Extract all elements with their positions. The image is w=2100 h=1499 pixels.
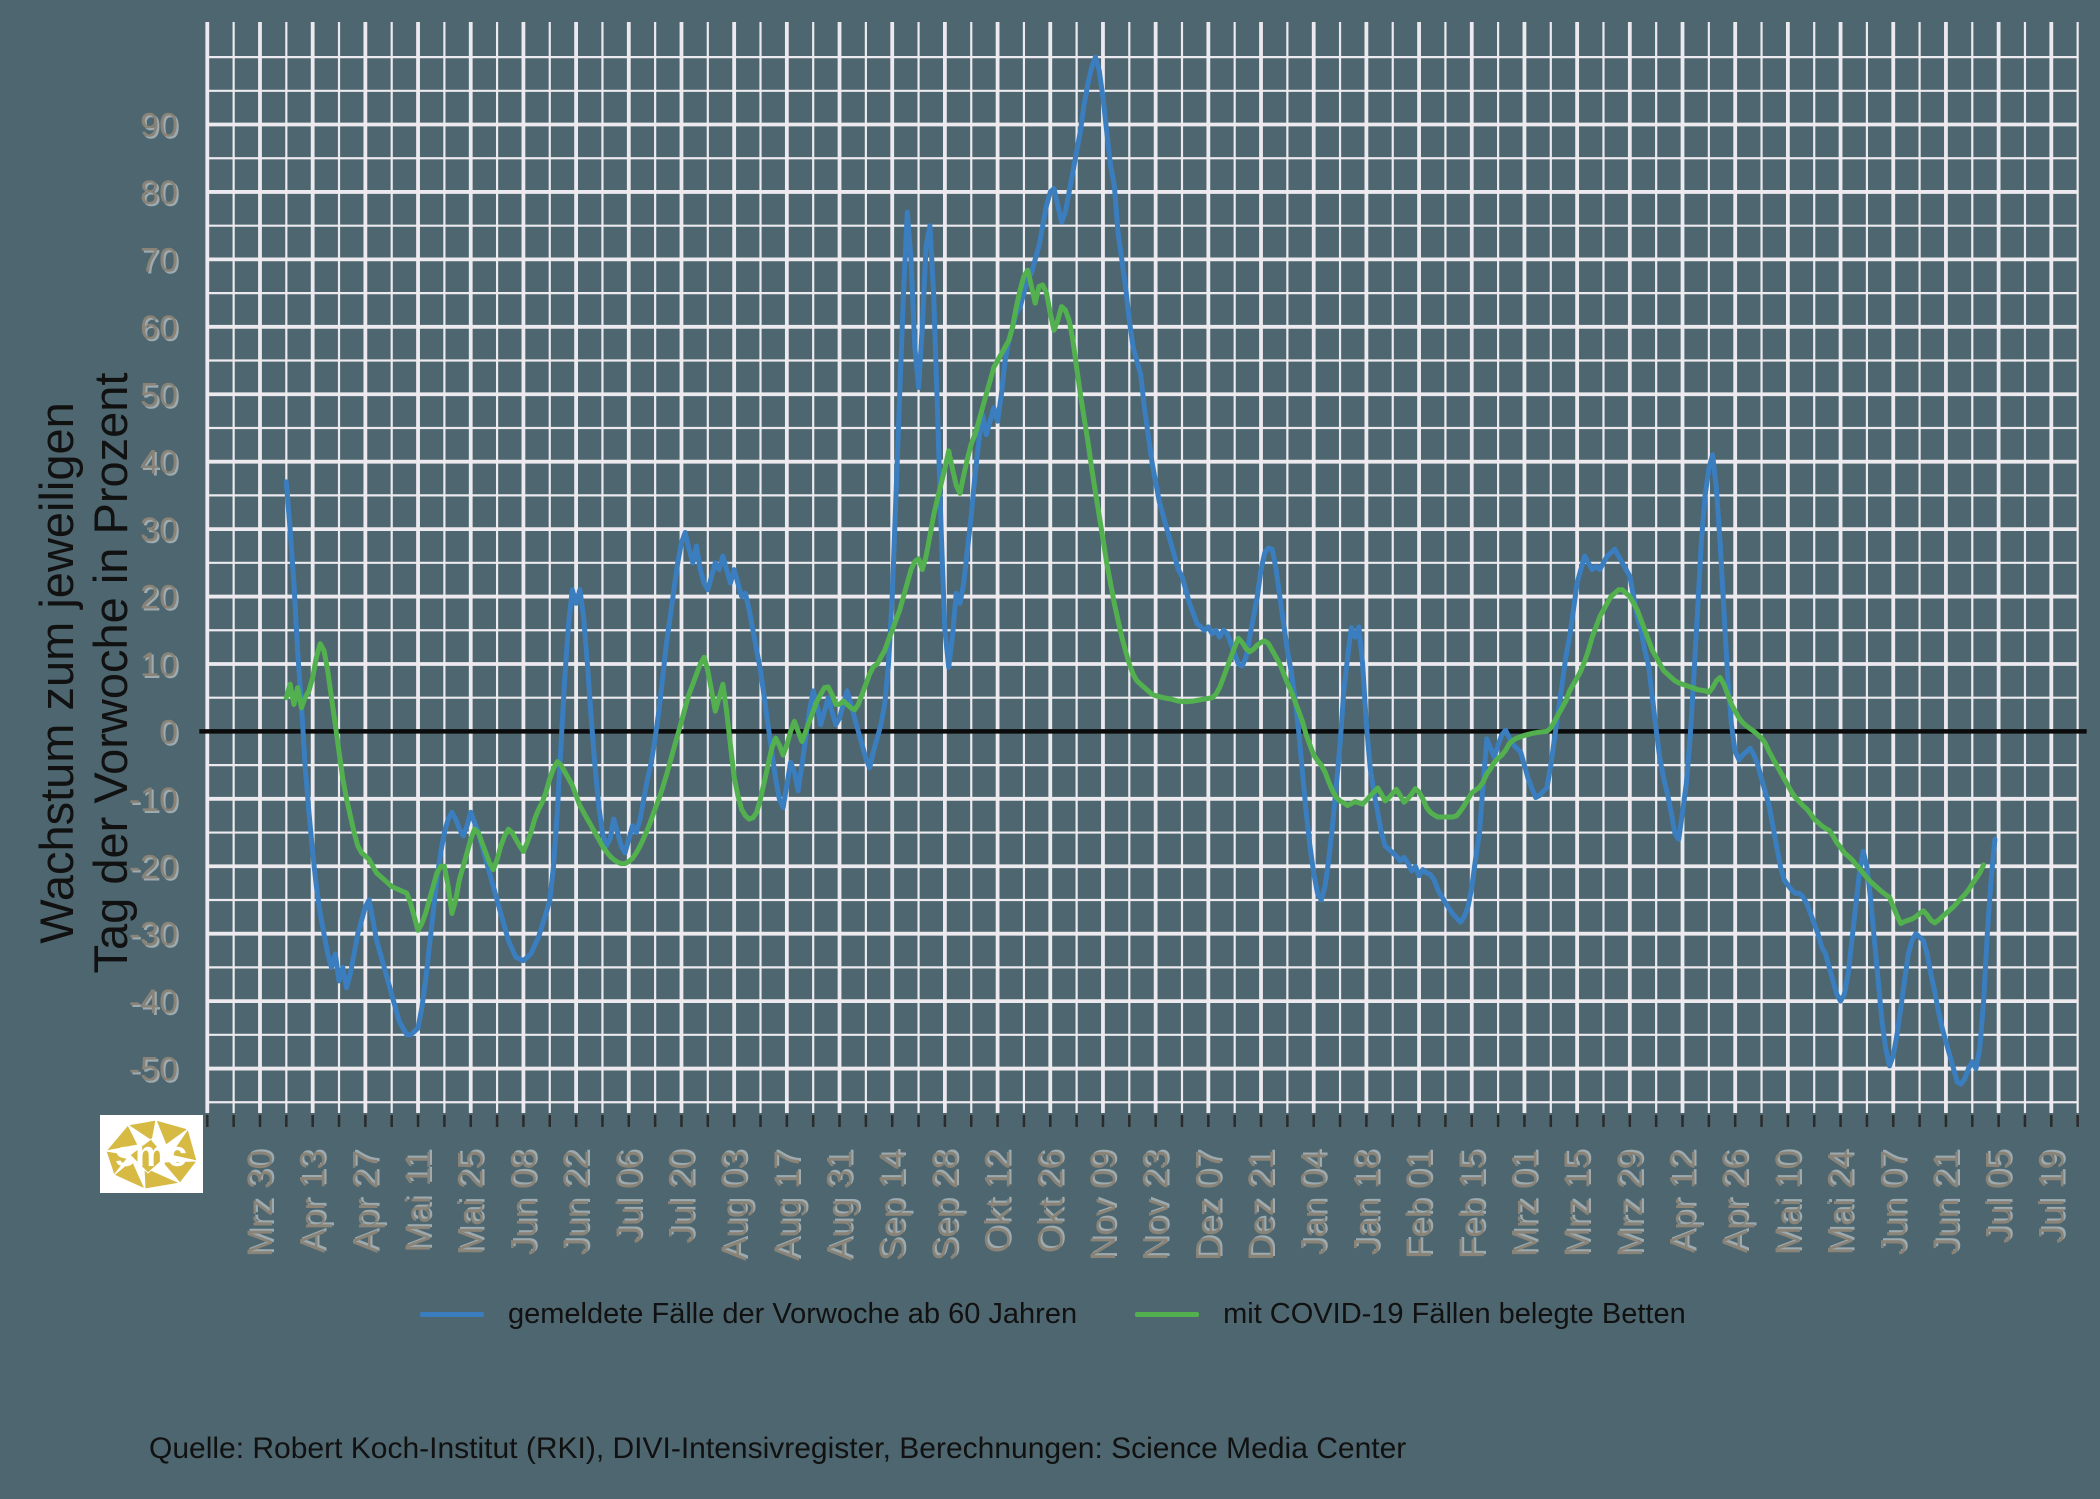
legend-item-blue: gemeldete Fälle der Vorwoche ab 60 Jahre… xyxy=(420,1298,1077,1331)
y-tick-label: 70 xyxy=(140,241,178,279)
y-tick-label: -50 xyxy=(129,1051,178,1089)
x-tick-label: Jun 07 xyxy=(1874,1150,1913,1255)
x-tick-label: Jan 18 xyxy=(1347,1150,1386,1255)
x-tick-label: Nov 23 xyxy=(1137,1150,1176,1261)
legend-line-blue-icon xyxy=(420,1312,484,1317)
x-tick-label: Mrz 29 xyxy=(1611,1150,1650,1257)
smc-logo-facet xyxy=(113,1159,146,1190)
y-tick-label: -20 xyxy=(129,848,178,886)
y-tick-label: 20 xyxy=(140,579,178,617)
y-tick-label: -40 xyxy=(129,983,178,1021)
y-tick-label: 90 xyxy=(140,107,178,145)
x-tick-label: Mrz 15 xyxy=(1558,1150,1597,1257)
smc-logo: smc xyxy=(100,1115,203,1193)
x-tick-label: Apr 13 xyxy=(294,1150,333,1253)
series-line-blue-cases xyxy=(283,54,1998,1087)
x-tick-label: Aug 31 xyxy=(821,1150,860,1261)
x-tick-label: Jan 04 xyxy=(1295,1150,1334,1255)
smc-logo-facet xyxy=(155,1119,190,1146)
x-tick-label: Apr 12 xyxy=(1664,1150,1703,1253)
smc-logo-facet xyxy=(126,1119,157,1142)
y-axis-title-line2: Tag der Vorwoche in Prozent xyxy=(84,372,137,974)
x-tick-label: Mrz 30 xyxy=(241,1150,280,1257)
x-tick-label: Apr 26 xyxy=(1716,1150,1755,1253)
y-tick-label: 10 xyxy=(140,646,178,684)
x-tick-label: Sep 28 xyxy=(926,1150,965,1261)
smc-logo-facet xyxy=(169,1127,198,1162)
x-tick-label: Dez 21 xyxy=(1242,1150,1281,1261)
x-tick-label: Jun 22 xyxy=(557,1150,596,1255)
legend-label-blue: gemeldete Fälle der Vorwoche ab 60 Jahre… xyxy=(508,1298,1078,1330)
series-line-green-beds xyxy=(283,267,1987,933)
x-tick-label: Jun 08 xyxy=(504,1150,543,1255)
smc-logo-facet xyxy=(104,1124,139,1152)
y-tick-label: 50 xyxy=(140,376,178,414)
x-tick-label: Aug 03 xyxy=(715,1150,754,1261)
x-tick-label: Okt 12 xyxy=(979,1150,1018,1253)
legend-label-green: mit COVID-19 Fällen belegte Betten xyxy=(1223,1298,1686,1330)
x-tick-label: Mai 25 xyxy=(452,1150,491,1255)
smc-logo-facet xyxy=(129,1138,167,1174)
smc-logo-icon: smc xyxy=(104,1119,199,1190)
y-tick-label: 30 xyxy=(140,511,178,549)
y-tick-label: 60 xyxy=(140,309,178,347)
x-tick-label: Nov 09 xyxy=(1084,1150,1123,1261)
x-tick-label: Jul 20 xyxy=(662,1150,701,1243)
y-tick-label: 40 xyxy=(140,444,178,482)
x-tick-label: Mai 10 xyxy=(1769,1150,1808,1255)
x-tick-label: Jun 21 xyxy=(1927,1150,1966,1255)
y-tick-label: -10 xyxy=(129,781,178,819)
smc-logo-facet xyxy=(160,1160,199,1184)
chart-legend: gemeldete Fälle der Vorwoche ab 60 Jahre… xyxy=(420,1298,1686,1331)
x-axis-tick-labels: Mrz 30 Apr 13 Apr 27 Mai 11 Mai 25 Jun 08 Jun … xyxy=(241,1150,2071,1261)
x-tick-label: Feb 15 xyxy=(1453,1150,1492,1259)
y-tick-label: 80 xyxy=(140,174,178,212)
source-text: Quelle: Robert Koch-Institut (RKI), DIVI… xyxy=(149,1432,1407,1465)
x-tick-label: Aug 17 xyxy=(768,1150,807,1261)
smc-logo-text: smc xyxy=(115,1133,187,1174)
x-tick-label: Feb 01 xyxy=(1400,1150,1439,1259)
x-tick-label: Jul 05 xyxy=(1980,1150,2019,1243)
x-tick-label: Mai 24 xyxy=(1822,1150,1861,1255)
grid-lines xyxy=(205,22,2079,1127)
x-tick-label: Sep 14 xyxy=(873,1150,912,1261)
smc-logo-facet xyxy=(143,1166,182,1190)
x-tick-label: Apr 27 xyxy=(346,1150,385,1253)
x-tick-label: Mai 11 xyxy=(399,1150,438,1252)
y-axis-title-line1: Wachstum zum jeweiligen xyxy=(30,402,83,944)
y-axis-tick-labels: 90 80 70 60 50 40 30 20 10 0 -10 -20 -30 -40 -50 xyxy=(129,107,178,1089)
x-tick-label: Okt 26 xyxy=(1031,1150,1070,1253)
x-tick-label: Mrz 01 xyxy=(1505,1150,1544,1257)
y-tick-label: 0 xyxy=(159,713,178,751)
legend-item-green: mit COVID-19 Fällen belegte Betten xyxy=(1135,1298,1686,1331)
smc-logo-facet xyxy=(105,1150,131,1177)
x-tick-label: Jul 19 xyxy=(2032,1150,2071,1243)
x-tick-label: Jul 06 xyxy=(610,1150,649,1243)
y-tick-label: -30 xyxy=(129,916,178,954)
y-axis-title: Wachstum zum jeweiligen Tag der Vorwoche… xyxy=(30,233,150,1113)
legend-line-green-icon xyxy=(1135,1312,1200,1317)
x-tick-label: Dez 07 xyxy=(1189,1150,1228,1261)
